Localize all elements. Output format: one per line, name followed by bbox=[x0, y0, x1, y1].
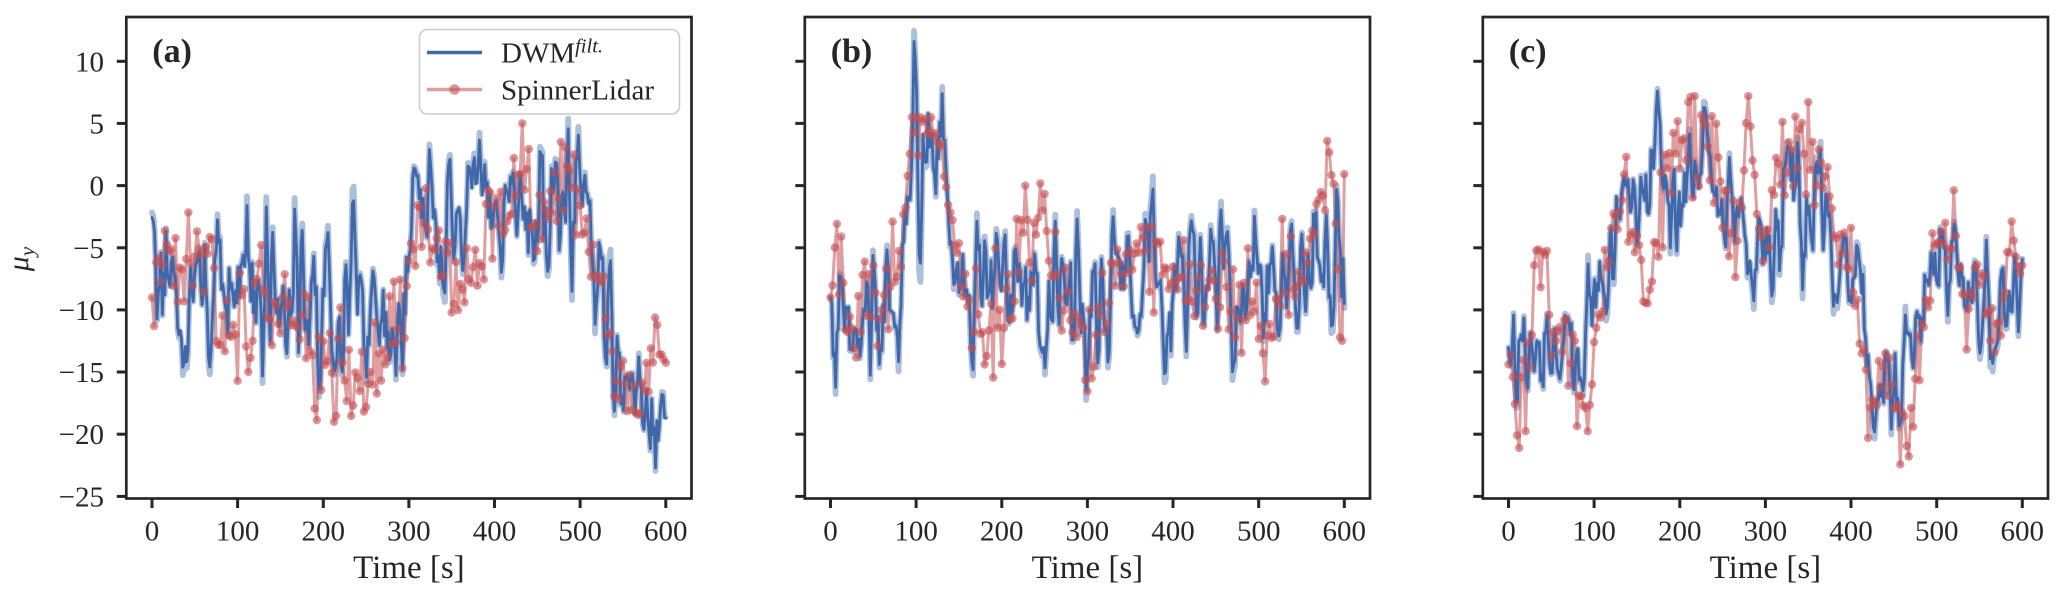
svg-text:Time [s]: Time [s] bbox=[1710, 550, 1822, 586]
svg-text:0: 0 bbox=[1501, 516, 1516, 548]
svg-text:10: 10 bbox=[75, 46, 104, 78]
svg-text:Time [s]: Time [s] bbox=[1032, 550, 1144, 586]
svg-text:0: 0 bbox=[823, 516, 838, 548]
svg-text:(b): (b) bbox=[831, 33, 873, 70]
svg-text:600: 600 bbox=[1323, 516, 1367, 548]
svg-text:0: 0 bbox=[145, 516, 160, 548]
svg-text:−5: −5 bbox=[73, 233, 104, 265]
svg-text:500: 500 bbox=[1237, 516, 1281, 548]
svg-text:5: 5 bbox=[90, 108, 105, 140]
svg-text:200: 200 bbox=[302, 516, 346, 548]
svg-text:−20: −20 bbox=[59, 419, 104, 451]
svg-text:300: 300 bbox=[1744, 516, 1788, 548]
svg-text:100: 100 bbox=[216, 516, 260, 548]
svg-text:−15: −15 bbox=[59, 357, 104, 389]
svg-text:100: 100 bbox=[1572, 516, 1616, 548]
svg-text:0: 0 bbox=[90, 171, 105, 203]
svg-text:300: 300 bbox=[1066, 516, 1110, 548]
svg-text:400: 400 bbox=[1151, 516, 1195, 548]
svg-text:300: 300 bbox=[387, 516, 431, 548]
svg-text:200: 200 bbox=[1658, 516, 1702, 548]
svg-text:100: 100 bbox=[894, 516, 938, 548]
svg-text:400: 400 bbox=[473, 516, 517, 548]
svg-text:−10: −10 bbox=[59, 295, 104, 327]
svg-text:200: 200 bbox=[980, 516, 1024, 548]
svg-text:(a): (a) bbox=[152, 33, 192, 70]
svg-text:Time [s]: Time [s] bbox=[353, 550, 465, 586]
svg-text:500: 500 bbox=[558, 516, 602, 548]
svg-text:−25: −25 bbox=[59, 481, 104, 513]
svg-text:600: 600 bbox=[644, 516, 688, 548]
svg-text:(c): (c) bbox=[1509, 33, 1547, 70]
svg-text:500: 500 bbox=[1915, 516, 1959, 548]
svg-text:SpinnerLidar: SpinnerLidar bbox=[501, 75, 654, 107]
svg-text:600: 600 bbox=[2001, 516, 2045, 548]
svg-text:400: 400 bbox=[1829, 516, 1873, 548]
